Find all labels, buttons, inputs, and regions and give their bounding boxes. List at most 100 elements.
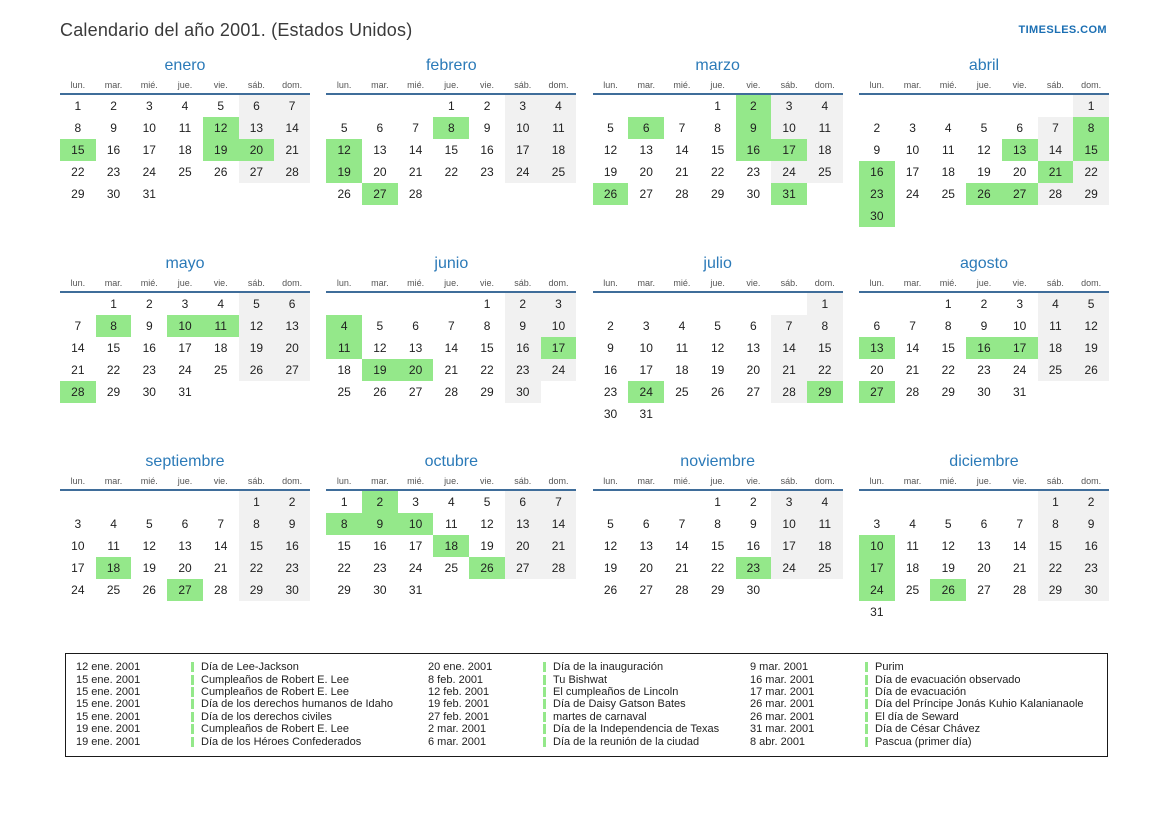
day-cell: 5 <box>1073 293 1109 315</box>
empty-cell <box>593 293 629 315</box>
day-cell: 22 <box>710 165 725 179</box>
day-cell: 27 <box>504 557 541 579</box>
holiday-marker <box>865 736 868 747</box>
day-cell: 25 <box>337 385 351 399</box>
day-cell: 3 <box>145 99 153 113</box>
day-cell: 3 <box>873 517 881 531</box>
holiday-day-cell: 27 <box>362 183 398 205</box>
weekday-label: mié. <box>407 80 425 90</box>
day-cell: 3 <box>74 517 82 531</box>
day-cell: 5 <box>607 517 614 531</box>
weekday-label: sáb. <box>247 476 265 486</box>
day-cell: 4 <box>447 495 455 509</box>
weekday-label: mar. <box>104 278 123 288</box>
weekday-label: jue. <box>710 80 725 90</box>
holiday-day-cell: 27 <box>167 579 203 601</box>
day-cell: 28 <box>905 385 920 399</box>
holiday-marker <box>543 662 546 673</box>
weekday-label: dom. <box>548 278 569 288</box>
day-cell: 6 <box>873 319 881 333</box>
day-cell: 18 <box>337 363 351 377</box>
holiday-day-cell: 11 <box>326 337 363 359</box>
legend-holiday-name: martes de carnaval <box>553 710 647 723</box>
day-cell: 9 <box>145 319 153 333</box>
empty-cell <box>664 491 700 513</box>
day-cell: 21 <box>540 535 577 557</box>
day-cell: 15 <box>1037 535 1074 557</box>
day-cell: 5 <box>238 293 275 315</box>
legend-holiday-name: El cumpleaños de Lincoln <box>553 685 679 698</box>
day-cell: 24 <box>771 161 807 183</box>
legend-holiday-name: Cumpleaños de Robert E. Lee <box>201 723 349 736</box>
weekday-label: dom. <box>814 278 835 288</box>
holiday-marker <box>191 686 194 697</box>
weekday-label: vie. <box>480 476 495 486</box>
day-cell: 22 <box>941 363 955 377</box>
day-cell: 29 <box>71 187 85 201</box>
day-cell: 3 <box>181 297 189 311</box>
day-cell: 29 <box>1073 183 1109 205</box>
legend-holiday-name: Cumpleaños de Robert E. Lee <box>201 685 349 698</box>
weekday-label: dom. <box>548 476 569 486</box>
month-julio: julio lun. mar. mié. jue. vie. sáb. dom. 1 2 3 4 5 6 7… <box>592 253 843 443</box>
empty-cell <box>628 95 664 117</box>
holiday-day-cell: 17 <box>1001 337 1038 359</box>
legend-row: 26 mar. 2001 Día del Príncipe Jonás Kuhio… <box>750 698 1090 710</box>
day-cell: 25 <box>540 161 577 183</box>
day-cell: 14 <box>408 143 423 157</box>
holiday-marker <box>865 699 868 710</box>
day-cell: 11 <box>675 341 689 355</box>
day-cell: 8 <box>944 319 952 333</box>
brand-link[interactable]: TIMESLES.COM <box>1018 24 1107 36</box>
weekday-label: mar. <box>903 476 922 486</box>
day-cell: 1 <box>714 99 721 113</box>
holiday-day-cell: 24 <box>628 381 665 403</box>
legend-holiday-name: Día de Daisy Gatson Bates <box>553 698 686 711</box>
weekday-header: lun. mar. mié. jue. vie. sáb. dom. <box>60 476 310 491</box>
weekday-header: lun. mar. mié. jue. vie. sáb. dom. <box>592 278 843 293</box>
holiday-marker <box>191 711 194 722</box>
day-cell: 22 <box>710 561 725 575</box>
day-cell: 13 <box>408 341 423 355</box>
day-cell: 23 <box>504 359 541 381</box>
empty-cell <box>60 491 96 513</box>
day-cell: 1 <box>74 99 82 113</box>
holiday-day-cell: 30 <box>858 205 895 227</box>
day-cell: 30 <box>746 583 761 597</box>
day-cell: 27 <box>746 385 761 399</box>
day-cell: 22 <box>480 363 494 377</box>
day-cell: 28 <box>444 385 458 399</box>
holiday-day-cell: 21 <box>1037 161 1074 183</box>
holiday-day-cell: 23 <box>858 183 895 205</box>
weekday-label: dom. <box>282 476 303 486</box>
day-grid: 1 2 3 4 5 6 7 8 9 10 11 12 13 14 15 16 17 18 19 20 21 22 23 24 2… <box>326 293 577 403</box>
day-cell: 29 <box>941 385 955 399</box>
day-cell: 27 <box>408 385 423 399</box>
day-cell: 25 <box>941 187 955 201</box>
day-cell: 5 <box>217 99 225 113</box>
legend-date: 6 mar. 2001 <box>428 735 487 748</box>
month-mayo: mayo lun. mar. mié. jue. vie. sáb. dom. 1 2 3 4 5 6 7 8… <box>60 253 310 443</box>
day-cell: 2 <box>607 319 614 333</box>
holiday-day-cell: 20 <box>238 139 275 161</box>
legend-row: 19 feb. 2001 Día de Daisy Gatson Bates <box>428 698 750 710</box>
day-cell: 25 <box>178 165 192 179</box>
day-cell: 13 <box>274 315 310 337</box>
holiday-day-cell: 24 <box>858 579 895 601</box>
day-cell: 30 <box>274 579 310 601</box>
day-cell: 13 <box>977 539 991 553</box>
day-cell: 21 <box>274 139 310 161</box>
weekday-label: jue. <box>177 278 193 288</box>
day-cell: 9 <box>607 341 614 355</box>
day-cell: 31 <box>639 407 653 421</box>
day-cell: 7 <box>74 319 82 333</box>
weekday-label: sáb. <box>1046 80 1064 90</box>
weekday-label: sáb. <box>247 278 265 288</box>
day-cell: 10 <box>142 121 156 135</box>
empty-cell <box>326 293 362 315</box>
month-title: junio <box>434 255 469 272</box>
day-cell: 31 <box>142 187 156 201</box>
weekday-label: vie. <box>213 278 228 288</box>
day-cell: 9 <box>483 121 491 135</box>
